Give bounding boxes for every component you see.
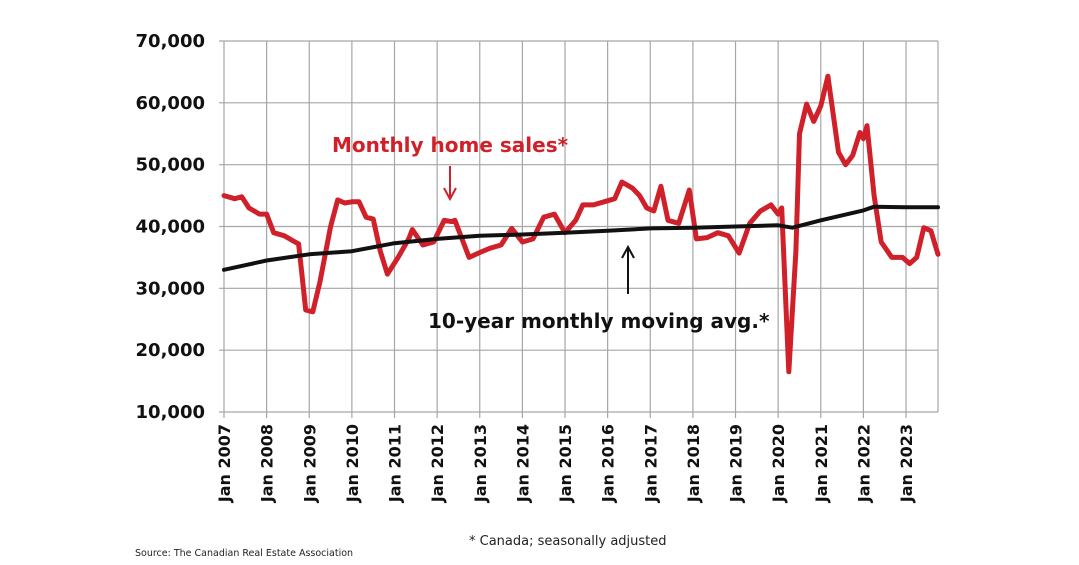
y-tick-label: 50,000: [136, 155, 205, 176]
series-lines: [221, 73, 941, 375]
y-tick-label: 60,000: [136, 93, 205, 114]
source: Source: The Canadian Real Estate Associa…: [135, 548, 353, 559]
y-tick-label: 20,000: [136, 340, 205, 361]
x-tick-label: Jan 2009: [300, 424, 319, 503]
moving-avg-arrow: [621, 244, 635, 294]
monthly-sales-line: [221, 73, 941, 375]
x-tick-label: Jan 2019: [727, 424, 746, 503]
x-tick-label: Jan 2021: [812, 424, 831, 503]
x-tick-label: Jan 2018: [684, 424, 703, 503]
x-tick-label: Jan 2012: [428, 424, 447, 503]
x-tick-label: Jan 2017: [641, 424, 660, 503]
y-tick-label: 30,000: [136, 278, 205, 299]
x-tick-label: Jan 2011: [386, 424, 405, 503]
x-tick-label: Jan 2016: [599, 424, 618, 503]
x-tick-label: Jan 2023: [897, 424, 916, 503]
y-axis: 70,000 60,000 50,000 40,000 30,000 20,000 10,0…: [136, 31, 205, 423]
x-axis: Jan 2007 Jan 2008 Jan 2009 Jan 2010 Jan 2011…: [215, 424, 916, 503]
x-tick-label: Jan 2007: [215, 424, 234, 503]
x-tick-label: Jan 2015: [556, 424, 575, 503]
y-tick-label: 10,000: [136, 402, 205, 423]
x-tick-label: Jan 2020: [769, 424, 788, 503]
moving-avg-annotation: 10-year monthly moving avg.*: [428, 309, 770, 333]
y-tick-label: 70,000: [136, 31, 205, 52]
x-tick-label: Jan 2014: [513, 424, 532, 503]
moving-average-line: [222, 204, 940, 272]
x-tick-label: Jan 2013: [471, 424, 490, 503]
x-tick-label: Jan 2022: [854, 424, 873, 503]
x-tick-label: Jan 2010: [343, 424, 362, 503]
sales-arrow: [443, 166, 457, 202]
sales-annotation: Monthly home sales*: [332, 133, 569, 157]
x-tick-label: Jan 2008: [258, 424, 277, 503]
y-tick-label: 40,000: [136, 217, 205, 238]
footnote: * Canada; seasonally adjusted: [469, 534, 667, 549]
